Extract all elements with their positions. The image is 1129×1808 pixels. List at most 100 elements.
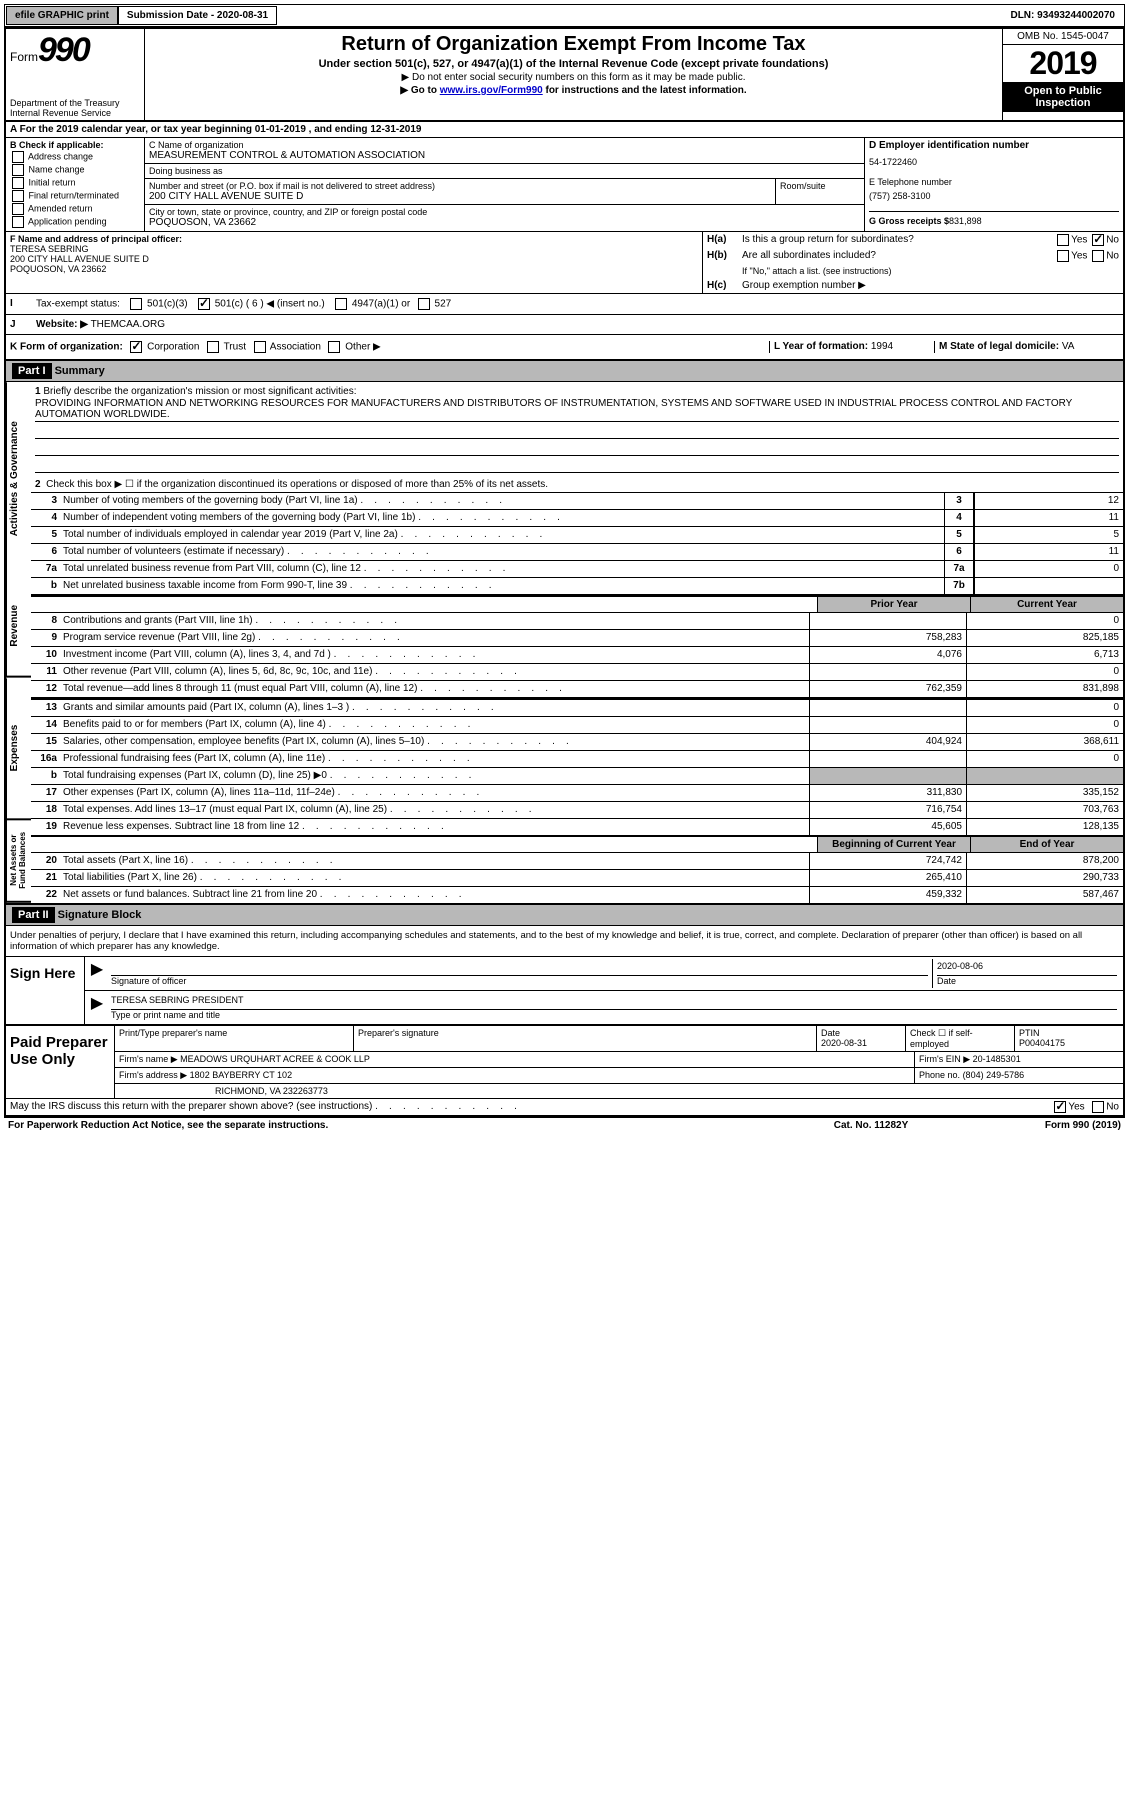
footer: For Paperwork Reduction Act Notice, see … bbox=[4, 1118, 1125, 1133]
hb-note: If "No," attach a list. (see instruction… bbox=[703, 264, 1123, 278]
summary-line: 16a Professional fundraising fees (Part … bbox=[31, 750, 1123, 767]
chk-4947[interactable] bbox=[335, 298, 347, 310]
arrow-icon: ▶ bbox=[87, 993, 107, 1022]
summary-line: 10 Investment income (Part VIII, column … bbox=[31, 646, 1123, 663]
street-value: 200 CITY HALL AVENUE SUITE D bbox=[149, 191, 771, 202]
chk-501c[interactable] bbox=[198, 298, 210, 310]
sig-name-field: TERESA SEBRING PRESIDENT Type or print n… bbox=[107, 993, 1121, 1022]
prep-print-label: Print/Type preparer's name bbox=[115, 1026, 354, 1051]
form-note1: ▶ Do not enter social security numbers o… bbox=[149, 72, 998, 83]
gross-label: G Gross receipts $ bbox=[869, 216, 949, 226]
begin-year-hdr: Beginning of Current Year bbox=[817, 837, 970, 852]
summary-line: 22 Net assets or fund balances. Subtract… bbox=[31, 886, 1123, 903]
sig-officer-row: ▶ Signature of officer 2020-08-06 Date bbox=[85, 957, 1123, 991]
preparer-label: Paid Preparer Use Only bbox=[6, 1026, 115, 1098]
firm-phone: Phone no. (804) 249-5786 bbox=[915, 1068, 1123, 1083]
sig-name-value: TERESA SEBRING PRESIDENT bbox=[111, 995, 1117, 1010]
officer-city: POQUOSON, VA 23662 bbox=[10, 264, 698, 274]
vert-expenses: Expenses bbox=[6, 678, 31, 820]
prep-row3: Firm's address ▶ 1802 BAYBERRY CT 102 Ph… bbox=[115, 1068, 1123, 1084]
sig-date-field: 2020-08-06 Date bbox=[932, 959, 1121, 988]
line1-block: 1 Briefly describe the organization's mi… bbox=[31, 382, 1123, 477]
summary-line: 20 Total assets (Part X, line 16) 724,74… bbox=[31, 852, 1123, 869]
current-year-hdr: Current Year bbox=[970, 597, 1123, 612]
irs-label: Internal Revenue Service bbox=[10, 108, 140, 118]
chk-pending[interactable]: Application pending bbox=[10, 216, 140, 228]
sig-date-value: 2020-08-06 bbox=[937, 961, 1117, 976]
prep-ptin: PTINP00404175 bbox=[1015, 1026, 1123, 1051]
chk-corp[interactable] bbox=[130, 341, 142, 353]
preparer-block: Paid Preparer Use Only Print/Type prepar… bbox=[6, 1026, 1123, 1099]
chk-assoc[interactable] bbox=[254, 341, 266, 353]
summary-line: 4 Number of independent voting members o… bbox=[31, 509, 1123, 526]
open-inspection: Open to Public Inspection bbox=[1003, 82, 1123, 112]
website-value[interactable]: THEMCAA.ORG bbox=[91, 319, 165, 330]
header-title-block: Return of Organization Exempt From Incom… bbox=[145, 29, 1003, 120]
phone-label: E Telephone number bbox=[869, 177, 1119, 187]
k-row: K Form of organization: Corporation Trus… bbox=[6, 335, 1123, 361]
prep-selfemp[interactable]: Check ☐ if self-employed bbox=[906, 1026, 1015, 1051]
j-label: J bbox=[10, 319, 36, 330]
chk-501c3[interactable] bbox=[130, 298, 142, 310]
form-frame: Form990 Department of the Treasury Inter… bbox=[4, 27, 1125, 1118]
irs-link[interactable]: www.irs.gov/Form990 bbox=[440, 85, 543, 96]
tax-year: 2019 bbox=[1003, 45, 1123, 82]
penalty-text: Under penalties of perjury, I declare th… bbox=[6, 926, 1123, 957]
ein-label: D Employer identification number bbox=[869, 140, 1119, 151]
street-row: Number and street (or P.O. box if mail i… bbox=[145, 179, 864, 205]
website-row: J Website: ▶ THEMCAA.ORG bbox=[6, 315, 1123, 335]
part1-title: Summary bbox=[55, 365, 105, 377]
header-year-block: OMB No. 1545-0047 2019 Open to Public In… bbox=[1003, 29, 1123, 120]
chk-initial[interactable]: Initial return bbox=[10, 177, 140, 189]
section-b: B Check if applicable: Address change Na… bbox=[6, 138, 145, 231]
prep-sig-label: Preparer's signature bbox=[354, 1026, 817, 1051]
sig-officer-field[interactable]: Signature of officer bbox=[107, 959, 932, 988]
form-header: Form990 Department of the Treasury Inter… bbox=[6, 29, 1123, 122]
gross-row: G Gross receipts $831,898 bbox=[869, 211, 1119, 226]
note2-pre: ▶ Go to bbox=[400, 85, 439, 96]
expenses-section: 13 Grants and similar amounts paid (Part… bbox=[31, 699, 1123, 837]
vert-netassets: Net Assets or Fund Balances bbox=[6, 820, 31, 903]
summary-line: 5 Total number of individuals employed i… bbox=[31, 526, 1123, 543]
chk-final[interactable]: Final return/terminated bbox=[10, 190, 140, 202]
prep-date: Date2020-08-31 bbox=[817, 1026, 906, 1051]
phone-value: (757) 258-3100 bbox=[869, 191, 1119, 201]
ha-row: H(a) Is this a group return for subordin… bbox=[703, 232, 1123, 248]
part2-title: Signature Block bbox=[58, 909, 142, 921]
summary-line: 8 Contributions and grants (Part VIII, l… bbox=[31, 612, 1123, 629]
ha-text: Is this a group return for subordinates? bbox=[742, 234, 1009, 246]
ha-yn[interactable]: Yes No bbox=[1009, 234, 1119, 246]
summary-line: 18 Total expenses. Add lines 13–17 (must… bbox=[31, 801, 1123, 818]
dba-block: Doing business as bbox=[145, 164, 864, 179]
te-label: Tax-exempt status: bbox=[36, 299, 120, 310]
chk-name[interactable]: Name change bbox=[10, 164, 140, 176]
officer-name: TERESA SEBRING bbox=[10, 244, 698, 254]
form-label: Form bbox=[10, 50, 38, 64]
firm-ein: Firm's EIN ▶ 20-1485301 bbox=[915, 1052, 1123, 1067]
footer-right: Form 990 (2019) bbox=[971, 1120, 1121, 1131]
irs-discuss-yn[interactable]: Yes No bbox=[1052, 1101, 1119, 1113]
summary-line: 13 Grants and similar amounts paid (Part… bbox=[31, 699, 1123, 716]
sign-here-label: Sign Here bbox=[6, 957, 85, 1024]
netassets-section: Beginning of Current Year End of Year 20… bbox=[31, 837, 1123, 903]
form-title: Return of Organization Exempt From Incom… bbox=[149, 33, 998, 56]
city-value: POQUOSON, VA 23662 bbox=[149, 217, 860, 228]
efile-label[interactable]: efile GRAPHIC print bbox=[6, 6, 118, 25]
summary-line: 15 Salaries, other compensation, employe… bbox=[31, 733, 1123, 750]
footer-left: For Paperwork Reduction Act Notice, see … bbox=[8, 1120, 771, 1131]
i-label: I bbox=[10, 298, 36, 310]
chk-address[interactable]: Address change bbox=[10, 151, 140, 163]
chk-trust[interactable] bbox=[207, 341, 219, 353]
street-block: Number and street (or P.O. box if mail i… bbox=[145, 179, 776, 204]
hb-yn[interactable]: Yes No bbox=[1009, 250, 1119, 262]
sign-block: Sign Here ▶ Signature of officer 2020-08… bbox=[6, 957, 1123, 1026]
org-name-label: C Name of organization bbox=[149, 140, 860, 150]
hb-text: Are all subordinates included? bbox=[742, 250, 1009, 262]
org-name: MEASUREMENT CONTROL & AUTOMATION ASSOCIA… bbox=[149, 150, 860, 161]
dept-treasury: Department of the Treasury bbox=[10, 98, 140, 108]
chk-amended[interactable]: Amended return bbox=[10, 203, 140, 215]
chk-other[interactable] bbox=[328, 341, 340, 353]
m-block: M State of legal domicile: VA bbox=[934, 341, 1119, 353]
chk-527[interactable] bbox=[418, 298, 430, 310]
sig-officer-label: Signature of officer bbox=[111, 976, 928, 986]
